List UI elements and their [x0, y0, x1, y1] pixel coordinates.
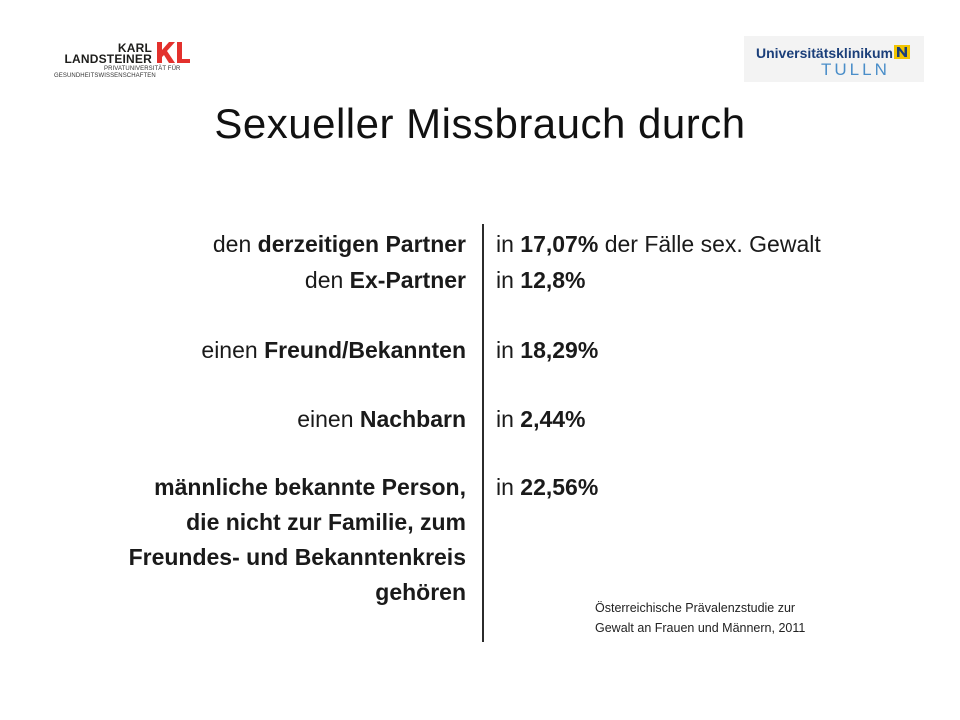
- perpetrator-row-2: den Ex-Partner: [305, 262, 466, 298]
- perpetrator-label-line-2: die nicht zur Familie, zum: [186, 509, 466, 535]
- perpetrator-label-line-3: Freundes- und Bekanntenkreis: [128, 544, 466, 570]
- percentage-prefix: in: [496, 406, 521, 432]
- source-line-1: Österreichische Prävalenzstudie zur: [595, 601, 796, 615]
- percentage-prefix: in: [496, 474, 521, 500]
- logo-text-landsteiner: LANDSTEINER: [64, 52, 152, 66]
- percentage-prefix: in: [496, 231, 521, 257]
- noe-badge-icon: [894, 45, 910, 59]
- source-line-2: Gewalt an Frauen und Männern, 2011: [595, 621, 806, 635]
- percentage-row-5: in 22,56%: [496, 470, 598, 505]
- percentage-value: 12,8%: [520, 267, 586, 293]
- perpetrator-prefix: einen: [201, 337, 265, 363]
- karl-landsteiner-logo: KARL LANDSTEINER PRIVATUNIVERSITÄT FÜR G…: [54, 41, 204, 81]
- perpetrator-label-line-4: gehören: [375, 579, 466, 605]
- percentage-row-3: in 18,29%: [496, 332, 598, 368]
- logo-text-universitaetsklinikum: Universitätsklinikum: [756, 45, 893, 61]
- percentage-value: 22,56%: [520, 474, 599, 500]
- slide-title: Sexueller Missbrauch durch: [214, 100, 746, 147]
- universitaetsklinikum-tulln-logo: Universitätsklinikum TULLN: [744, 36, 924, 82]
- perpetrator-prefix: den: [304, 267, 350, 293]
- logo-subtitle-1: PRIVATUNIVERSITÄT FÜR: [104, 66, 181, 72]
- perpetrator-label: derzeitigen Partner: [257, 231, 466, 257]
- logo-subtitle-2: GESUNDHEITSWISSENSCHAFTEN: [54, 73, 156, 79]
- percentage-value: 17,07%: [520, 231, 599, 257]
- perpetrator-row-4: einen Nachbarn: [297, 401, 466, 437]
- perpetrator-row-3: einen Freund/Bekannten: [201, 332, 466, 368]
- source-citation: Österreichische Prävalenzstudie zur Gewa…: [595, 598, 805, 638]
- perpetrator-label: Ex-Partner: [349, 267, 466, 293]
- perpetrator-label: Nachbarn: [359, 406, 466, 432]
- percentage-prefix: in: [496, 337, 521, 363]
- percentage-value: 18,29%: [520, 337, 599, 363]
- kl-mark-icon: [157, 42, 190, 63]
- column-divider: [482, 224, 484, 642]
- logo-text-karl: KARL: [117, 41, 152, 55]
- perpetrator-prefix: den: [212, 231, 258, 257]
- percentage-value: 2,44%: [520, 406, 586, 432]
- percentage-row-4: in 2,44%: [496, 401, 586, 437]
- percentage-prefix: in: [496, 267, 521, 293]
- perpetrator-row-5: männliche bekannte Person, die nicht zur…: [129, 470, 466, 610]
- percentage-row-1: in 17,07% der Fälle sex. Gewalt: [496, 226, 821, 262]
- perpetrator-label: Freund/Bekannten: [264, 337, 466, 363]
- percentage-suffix: der Fälle sex. Gewalt: [598, 231, 821, 257]
- perpetrator-label-line-1: männliche bekannte Person,: [154, 474, 466, 500]
- perpetrator-row-1: den derzeitigen Partner: [213, 226, 466, 262]
- percentage-row-2: in 12,8%: [496, 262, 586, 298]
- perpetrator-prefix: einen: [297, 406, 360, 432]
- logo-text-tulln: TULLN: [821, 60, 890, 79]
